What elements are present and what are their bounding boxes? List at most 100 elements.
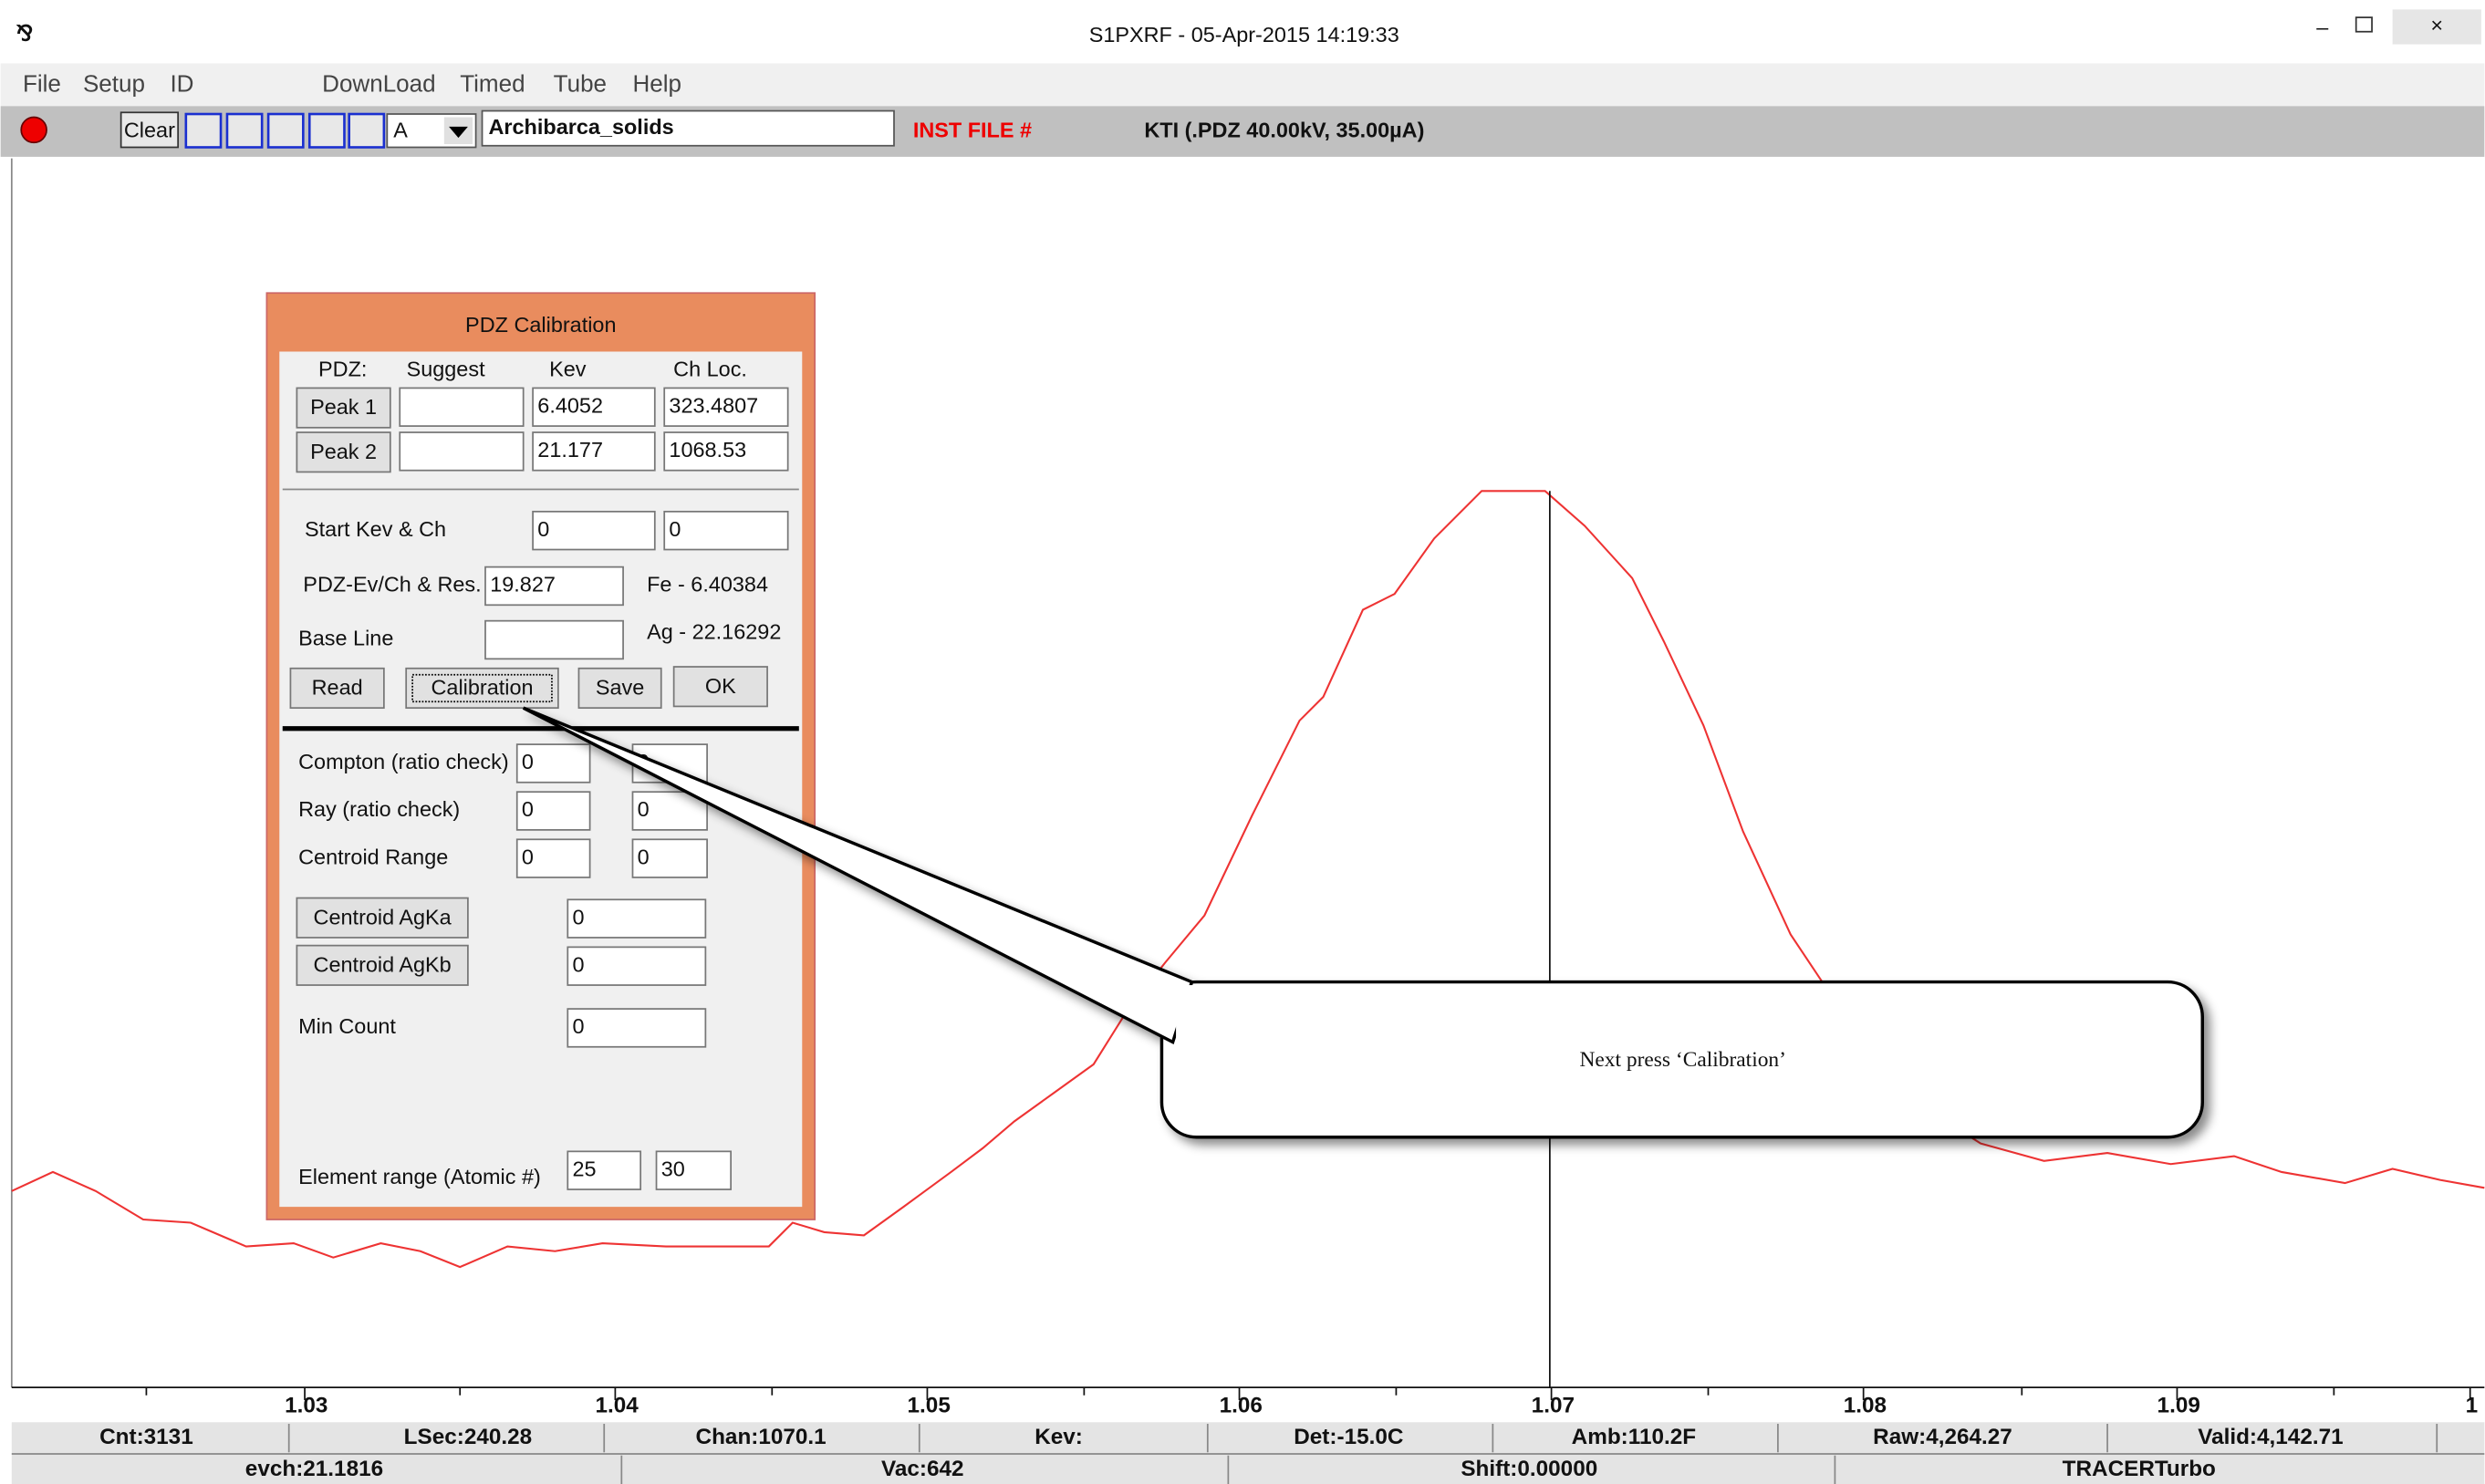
input-value: 0 <box>522 845 534 868</box>
field-label: Ch Loc. <box>673 358 747 381</box>
menu-item[interactable]: Help <box>632 70 681 98</box>
status-field: Raw:4,264.27 <box>1873 1425 2012 1449</box>
sample-name: Archibarca_solids <box>488 115 673 139</box>
status-field: Vac:642 <box>881 1457 964 1481</box>
axis-label: 1.03 <box>285 1393 328 1417</box>
input-value: 21.177 <box>537 438 603 462</box>
button[interactable] <box>296 387 391 429</box>
input-value: 0 <box>638 845 650 868</box>
button-label: Centroid AgKa <box>314 905 452 929</box>
status-field: Valid:4,142.71 <box>2198 1425 2343 1449</box>
button-label: OK <box>705 674 736 698</box>
tool-button[interactable] <box>225 112 264 149</box>
window-title: S1PXRF - 05-Apr-2015 14:19:33 <box>1089 23 1399 47</box>
text-input[interactable] <box>567 898 707 939</box>
status-field: Cnt:3131 <box>99 1425 193 1449</box>
status-field: TRACERTurbo <box>2063 1457 2216 1481</box>
status-field: Det:-15.0C <box>1294 1425 1403 1449</box>
field-label: Start Kev & Ch <box>305 517 446 541</box>
minimize[interactable]: – <box>2316 15 2329 38</box>
field-label: Min Count <box>298 1014 396 1038</box>
close[interactable] <box>2392 9 2481 45</box>
button[interactable] <box>296 944 469 986</box>
text-input[interactable] <box>663 387 789 427</box>
menu-item[interactable]: Timed <box>460 70 525 98</box>
focus-ring <box>411 673 553 703</box>
button[interactable] <box>296 431 391 473</box>
axis-label: 1.05 <box>908 1393 951 1417</box>
text-input[interactable] <box>515 838 591 878</box>
callout-text: Next press ‘Calibration’ <box>1579 1048 1786 1072</box>
input-value: 25 <box>573 1157 597 1180</box>
button[interactable] <box>289 667 385 710</box>
text-input[interactable] <box>532 387 656 427</box>
clear-button[interactable] <box>120 111 180 149</box>
record-indicator <box>20 116 47 144</box>
text-input[interactable] <box>484 566 624 607</box>
input-value: 6.4052 <box>537 393 603 417</box>
text-input[interactable] <box>515 743 591 784</box>
axis-label: 1.04 <box>595 1393 639 1417</box>
input-value: 30 <box>661 1157 685 1180</box>
menu-item[interactable]: Setup <box>83 70 145 98</box>
button-label: Peak 2 <box>310 440 377 463</box>
status-field: Kev: <box>1035 1425 1083 1449</box>
axis-label: 1.06 <box>1220 1393 1263 1417</box>
field-label: Suggest <box>407 358 485 381</box>
text-input[interactable] <box>515 791 591 831</box>
channel-value: A <box>393 118 408 141</box>
button[interactable] <box>672 666 768 708</box>
text-input[interactable] <box>484 619 624 660</box>
status-field: Chan:1070.1 <box>696 1425 827 1449</box>
menu-item[interactable]: DownLoad <box>322 70 435 98</box>
input-value: 0 <box>669 517 681 541</box>
maximize[interactable] <box>2355 16 2373 33</box>
status-field: Shift:0.00000 <box>1461 1457 1597 1481</box>
text-input[interactable] <box>631 838 708 878</box>
menu-item[interactable]: Tube <box>554 70 607 98</box>
text-input[interactable] <box>532 431 656 472</box>
button-label: Peak 1 <box>310 395 377 419</box>
field-label: Fe - 6.40384 <box>647 573 768 597</box>
button[interactable] <box>296 897 469 939</box>
field-label: Ag - 22.16292 <box>647 620 781 644</box>
tool-button[interactable] <box>307 112 346 149</box>
tool-button[interactable] <box>348 112 386 149</box>
menu-item[interactable]: File <box>23 70 61 98</box>
input-value: 0 <box>573 905 585 929</box>
clear-label: Clear <box>124 118 175 141</box>
input-value: 0 <box>573 952 585 976</box>
text-input[interactable] <box>567 1150 642 1190</box>
text-input[interactable] <box>631 791 708 831</box>
field-label: PDZ: <box>318 358 367 381</box>
input-value: 0 <box>522 750 534 773</box>
inst-file: INST FILE # <box>913 118 1032 141</box>
axis-label: 1.07 <box>1532 1393 1575 1417</box>
text-input[interactable] <box>532 510 656 551</box>
field-label: Element range (Atomic #) <box>298 1165 541 1188</box>
button-label: Read <box>312 676 363 700</box>
menu-item[interactable]: ID <box>170 70 193 98</box>
text-input[interactable] <box>655 1150 733 1190</box>
input-value: 0 <box>638 797 650 821</box>
text-input[interactable] <box>663 510 789 551</box>
text-input[interactable] <box>567 1008 707 1048</box>
inst-info: KTI (.PDZ 40.00kV, 35.00µA) <box>1144 118 1424 141</box>
input-value: 0 <box>573 1014 585 1038</box>
spectrum-curve <box>11 490 2485 1269</box>
tool-button[interactable] <box>184 112 223 149</box>
tool-button[interactable] <box>266 112 305 149</box>
status-field: evch:21.1816 <box>245 1457 383 1481</box>
button[interactable] <box>577 667 662 710</box>
text-input[interactable] <box>399 387 525 427</box>
input-value: 19.827 <box>490 573 556 597</box>
text-input[interactable] <box>663 431 789 472</box>
input-value: 323.4807 <box>669 393 758 417</box>
text-input[interactable] <box>399 431 525 472</box>
field-label: Compton (ratio check) <box>298 750 509 773</box>
field-label: Centroid Range <box>298 845 448 868</box>
input-value: 1068.53 <box>669 438 746 462</box>
input-value: 0 <box>537 517 549 541</box>
sample-field[interactable] <box>481 109 895 147</box>
text-input[interactable] <box>567 946 707 986</box>
